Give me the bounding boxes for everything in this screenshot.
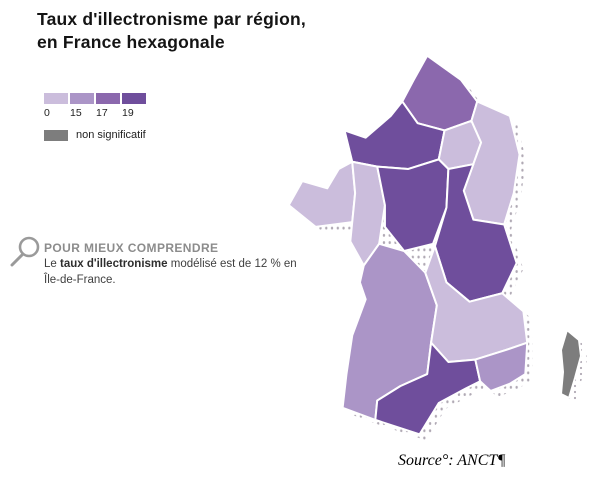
note-text-suffix: modélisé est de 12 % en Île-de-France.: [44, 258, 297, 286]
title-line-1: Taux d'illectronisme par région,: [37, 9, 306, 29]
region-provence-alpes-cote-d-azur: [475, 343, 527, 391]
region-corse: [560, 329, 582, 399]
note-title: POUR MIEUX COMPRENDRE: [44, 241, 219, 255]
source-text: Source°: ANCT¶: [398, 452, 506, 469]
legend-swatch-2: [70, 93, 94, 104]
title-line-2: en France hexagonale: [37, 31, 225, 52]
legend-non-significant: non significatif: [44, 129, 148, 141]
legend-scale: [44, 93, 148, 104]
legend-tick-labels: 0 15 17 19: [44, 107, 148, 119]
region-bretagne: [289, 162, 355, 227]
legend-swatch-4: [122, 93, 146, 104]
note-text-prefix: Le: [44, 258, 60, 270]
legend: 0 15 17 19 non significatif: [44, 93, 148, 141]
region-centre-val-de-loire: [377, 159, 448, 251]
legend-tick-15: 15: [70, 107, 82, 119]
magnifier-icon: [10, 236, 40, 267]
note-text-bold: taux d'illectronisme: [60, 258, 168, 270]
legend-non-significant-label: non significatif: [76, 129, 146, 141]
region-occitanie: [375, 343, 480, 435]
legend-tick-0: 0: [44, 107, 50, 119]
corsica-map: [560, 329, 587, 402]
legend-tick-17: 17: [96, 107, 108, 119]
legend-swatch-non-significant: [44, 129, 68, 141]
region-bourgogne-franche-comte: [435, 164, 517, 301]
note-text: Le taux d'illectronisme modélisé est de …: [44, 257, 302, 288]
legend-swatch-1: [44, 93, 68, 104]
france-mainland-map: [283, 46, 533, 441]
legend-tick-19: 19: [122, 107, 134, 119]
legend-swatch-3: [96, 93, 120, 104]
page-title: Taux d'illectronisme par région, en Fran…: [37, 8, 306, 54]
